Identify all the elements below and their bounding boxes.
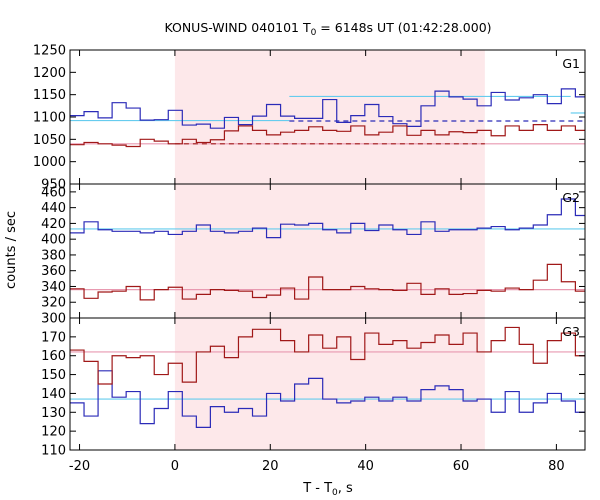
chart-panels: 950100010501100115012001250G130032034036… [33,44,586,474]
y-tick-label: 360 [41,264,66,279]
panel-label: G3 [562,324,580,339]
x-tick-label: 60 [453,459,470,474]
y-tick-label: 1000 [33,155,66,170]
y-tick-label: 1150 [33,88,66,103]
highlight-interval [174,50,485,450]
y-tick-label: 380 [41,248,66,263]
y-tick-label: 140 [41,387,66,402]
series-blue-histogram [70,370,585,428]
y-tick-label: 420 [41,217,66,232]
panel-label: G2 [562,190,580,205]
x-tick-label: 40 [357,459,374,474]
x-tick-label: 20 [262,459,279,474]
y-tick-label: 440 [41,201,66,216]
y-tick-label: 300 [41,312,66,327]
chart-title: KONUS-WIND 040101 T0 = 6148s UT (01:42:2… [164,20,491,38]
x-axis-label: T - T0, s [302,481,353,498]
y-tick-label: 1100 [33,111,66,126]
series-red-histogram [70,326,585,385]
panel-frame [69,317,586,451]
y-tick-label: 1050 [33,133,66,148]
y-tick-label: 1200 [33,66,66,81]
panel-label: G1 [562,56,580,71]
y-tick-label: 400 [41,233,66,248]
y-tick-label: 170 [41,330,66,345]
y-axis-label: counts / sec [4,211,19,289]
y-tick-label: 950 [41,178,66,193]
series-blue-histogram [70,88,585,129]
x-tick-label: 80 [548,459,565,474]
y-tick-label: 120 [41,425,66,440]
series-blue-histogram [70,198,585,239]
y-tick-label: 130 [41,406,66,421]
x-tick-label: -20 [69,459,90,474]
y-tick-label: 150 [41,368,66,383]
series-red-histogram [70,123,585,148]
panel-g1: 950 1000 1050 1100 1150 1200 1250 G1 [33,44,586,193]
y-tick-label: 340 [41,280,66,295]
panel-g3: 110 120 130 140 150 160 170 G3 [41,317,586,459]
x-tick-label: 0 [171,459,179,474]
y-tick-label: 1250 [33,44,66,59]
y-tick-label: 460 [41,185,66,200]
y-tick-label: 110 [41,444,66,459]
y-tick-label: 160 [41,349,66,364]
series-red-histogram [70,263,585,301]
y-tick-label: 320 [41,296,66,311]
